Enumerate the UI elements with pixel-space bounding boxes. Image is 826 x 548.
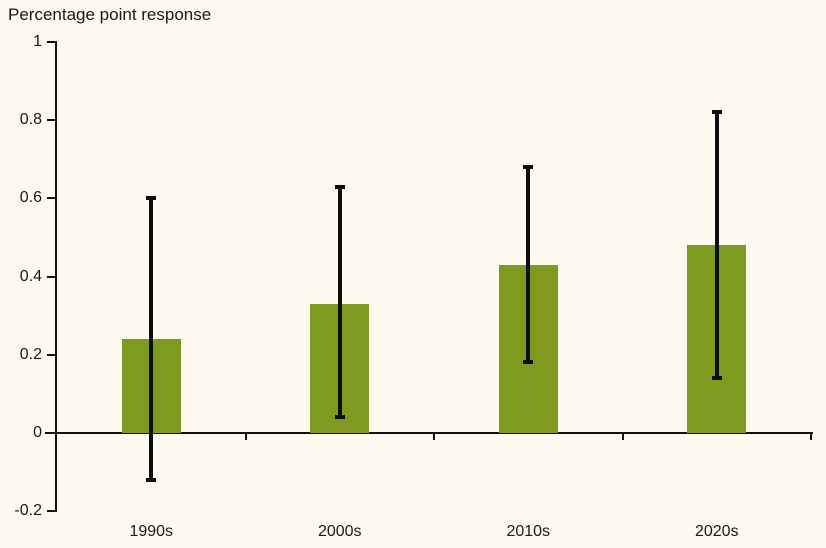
y-tick-label: 0.6 bbox=[19, 189, 42, 207]
error-bar-line bbox=[149, 198, 154, 480]
y-tick bbox=[47, 275, 57, 278]
y-tick bbox=[47, 353, 57, 356]
y-tick-label: 1 bbox=[33, 33, 42, 50]
y-tick bbox=[47, 41, 57, 43]
y-tick-label: -0.2 bbox=[14, 502, 42, 519]
error-bar-line bbox=[526, 167, 531, 363]
x-category-label: 1990s bbox=[129, 523, 174, 540]
error-bar-cap-top bbox=[523, 165, 534, 170]
y-tick-label: 0.4 bbox=[19, 267, 42, 285]
y-tick bbox=[47, 119, 57, 122]
x-tick bbox=[810, 432, 812, 440]
x-category-label: 2020s bbox=[694, 523, 739, 540]
x-category-label: 2010s bbox=[506, 523, 551, 540]
error-bar-cap-bottom bbox=[146, 477, 157, 482]
x-tick bbox=[433, 432, 435, 440]
y-tick-label: 0.2 bbox=[19, 345, 42, 363]
y-tick bbox=[47, 510, 57, 512]
y-tick-label: 0 bbox=[33, 423, 42, 441]
x-tick bbox=[244, 432, 247, 440]
y-tick bbox=[47, 197, 57, 200]
x-tick bbox=[621, 432, 624, 440]
error-bar-line bbox=[714, 112, 719, 379]
y-tick-label: 0.8 bbox=[19, 111, 42, 129]
chart-title: Percentage point response bbox=[8, 5, 212, 24]
error-bar-cap-top bbox=[711, 110, 722, 115]
error-bar-cap-bottom bbox=[711, 376, 722, 381]
x-category-label: 2000s bbox=[317, 523, 362, 540]
error-bar-cap-bottom bbox=[523, 360, 534, 365]
error-bar-cap-bottom bbox=[334, 415, 345, 420]
x-axis-line bbox=[45, 431, 813, 434]
error-bar-line bbox=[337, 186, 342, 418]
error-bar-cap-top bbox=[334, 184, 345, 189]
error-bar-cap-top bbox=[146, 196, 157, 201]
